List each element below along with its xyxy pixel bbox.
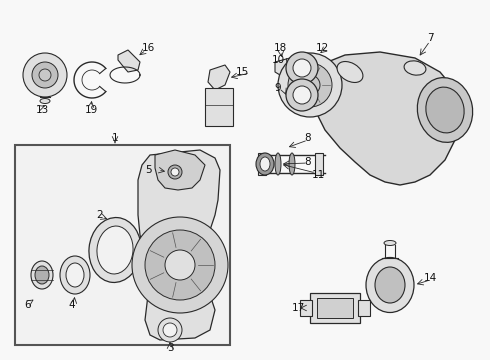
Ellipse shape xyxy=(289,153,295,175)
Circle shape xyxy=(163,323,177,337)
Polygon shape xyxy=(275,58,295,78)
Text: 1: 1 xyxy=(112,133,118,143)
Polygon shape xyxy=(138,150,220,340)
Ellipse shape xyxy=(40,99,50,104)
Polygon shape xyxy=(208,65,230,90)
Ellipse shape xyxy=(417,78,473,142)
Polygon shape xyxy=(155,150,205,190)
Text: 16: 16 xyxy=(142,43,155,53)
Ellipse shape xyxy=(426,87,464,133)
Circle shape xyxy=(23,53,67,97)
Text: 9: 9 xyxy=(275,83,281,93)
Text: 11: 11 xyxy=(311,170,324,180)
Ellipse shape xyxy=(384,240,396,246)
Bar xyxy=(258,153,266,175)
Circle shape xyxy=(278,53,342,117)
Text: 5: 5 xyxy=(145,165,151,175)
Ellipse shape xyxy=(375,267,405,303)
Text: 14: 14 xyxy=(423,273,437,283)
Bar xyxy=(317,298,353,318)
Bar xyxy=(358,300,370,316)
Text: 13: 13 xyxy=(35,105,49,115)
Text: 3: 3 xyxy=(167,343,173,353)
Text: 18: 18 xyxy=(273,43,287,53)
Circle shape xyxy=(132,217,228,313)
Ellipse shape xyxy=(66,263,84,287)
Text: 7: 7 xyxy=(427,33,433,43)
Bar xyxy=(300,300,312,316)
Bar xyxy=(15,145,230,345)
Ellipse shape xyxy=(97,226,133,274)
Circle shape xyxy=(158,318,182,342)
Ellipse shape xyxy=(366,257,414,312)
Ellipse shape xyxy=(337,62,363,82)
Circle shape xyxy=(293,86,311,104)
Ellipse shape xyxy=(404,61,426,75)
Ellipse shape xyxy=(60,256,90,294)
Circle shape xyxy=(293,59,311,77)
Ellipse shape xyxy=(89,217,141,283)
Text: 19: 19 xyxy=(84,105,98,115)
Circle shape xyxy=(168,165,182,179)
Ellipse shape xyxy=(31,261,53,289)
Circle shape xyxy=(32,62,58,88)
Ellipse shape xyxy=(275,153,281,175)
Text: 10: 10 xyxy=(271,55,285,65)
Circle shape xyxy=(39,69,51,81)
Text: 2: 2 xyxy=(97,210,103,220)
Text: 8: 8 xyxy=(305,157,311,167)
Text: 6: 6 xyxy=(24,300,31,310)
Circle shape xyxy=(288,63,332,107)
Text: 8: 8 xyxy=(305,133,311,143)
Text: 17: 17 xyxy=(292,303,305,313)
Ellipse shape xyxy=(35,266,49,284)
Circle shape xyxy=(286,52,318,84)
Bar xyxy=(310,293,360,323)
Circle shape xyxy=(300,75,320,95)
Text: 12: 12 xyxy=(316,43,329,53)
Polygon shape xyxy=(315,52,460,185)
Text: 4: 4 xyxy=(69,300,75,310)
Circle shape xyxy=(286,79,318,111)
Bar xyxy=(315,153,323,175)
Circle shape xyxy=(165,250,195,280)
Ellipse shape xyxy=(256,153,274,175)
Bar xyxy=(205,88,233,126)
Text: 15: 15 xyxy=(235,67,248,77)
Circle shape xyxy=(171,168,179,176)
Circle shape xyxy=(145,230,215,300)
Ellipse shape xyxy=(260,157,270,171)
Polygon shape xyxy=(118,50,140,72)
